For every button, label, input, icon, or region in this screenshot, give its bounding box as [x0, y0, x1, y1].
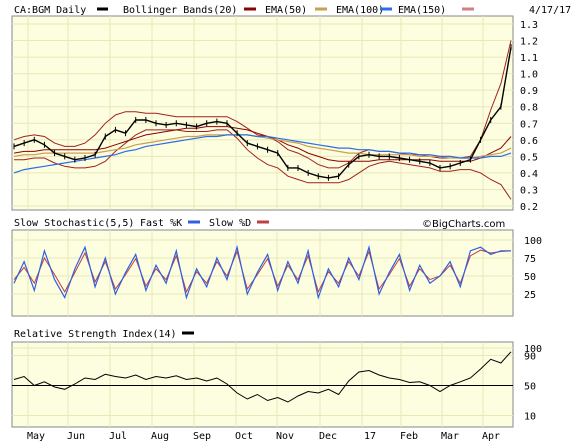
stochastic-panel — [11, 229, 514, 317]
rsi-panel — [11, 341, 514, 428]
slowd-line — [13, 249, 512, 294]
x-tick-label: Dec — [319, 431, 337, 442]
x-tick-label: Jul — [109, 431, 127, 442]
bollinger-lower-line — [14, 129, 512, 200]
x-tick-label: Apr — [482, 431, 500, 442]
ema100-label: EMA(100) — [336, 5, 384, 16]
rsi-line — [13, 351, 512, 403]
price-y-tick-label: 0.7 — [520, 119, 538, 130]
fastk-label: Fast %K — [140, 218, 182, 229]
rsi-y-tick-label: 10 — [524, 412, 536, 423]
axis-labels: May Jun Jul Aug Sep Oct Nov Dec 17 Feb Mar Apr 1.3 1.… — [27, 20, 542, 442]
ema50-line — [13, 126, 512, 162]
ema150-line — [13, 134, 512, 174]
x-tick-label: Oct — [235, 431, 253, 442]
ema50-label: EMA(50) — [265, 5, 307, 16]
stochastic-y-tick-label: 75 — [524, 254, 536, 265]
slowd-label: Slow %D — [209, 218, 251, 229]
x-tick-label: Sep — [193, 431, 211, 442]
stochastic-title: Slow Stochastic(5,5) — [14, 218, 134, 229]
bollinger-label: Bollinger Bands(20) — [123, 5, 237, 16]
stochastic-y-tick-label: 100 — [524, 236, 542, 247]
x-tick-label: Aug — [151, 431, 169, 442]
price-y-tick-label: 0.5 — [520, 152, 538, 163]
rsi-y-tick-label: 90 — [524, 352, 536, 363]
chart-marks — [12, 40, 513, 403]
bigcharts-watermark: ©BigCharts.com — [422, 219, 505, 230]
price-y-tick-label: 0.4 — [520, 169, 538, 180]
price-y-tick-label: 0.2 — [520, 202, 538, 213]
stochastic-y-tick-label: 50 — [524, 272, 536, 283]
price-y-tick-label: 0.3 — [520, 185, 538, 196]
x-tick-label: Jun — [67, 431, 85, 442]
x-tick-label: 17 — [364, 431, 376, 442]
ticker-label: CA:BGM Daily — [14, 5, 86, 16]
price-y-tick-label: 0.8 — [520, 103, 538, 114]
rsi-y-tick-label: 100 — [524, 344, 542, 355]
x-tick-label: Feb — [400, 431, 418, 442]
price-y-tick-label: 1.1 — [520, 53, 538, 64]
price-y-tick-label: 1.2 — [520, 37, 538, 48]
x-tick-label: Mar — [441, 431, 459, 442]
price-y-tick-label: 1.0 — [520, 70, 538, 81]
x-tick-label: Nov — [276, 431, 294, 442]
x-tick-label: May — [27, 431, 45, 442]
stochastic-y-tick-label: 25 — [524, 290, 536, 301]
rsi-y-tick-label: 50 — [524, 382, 536, 393]
chart-date: 4/17/17 — [529, 5, 571, 16]
rsi-title: Relative Strength Index(14) — [14, 329, 177, 340]
price-y-tick-label: 0.9 — [520, 86, 538, 97]
price-line — [13, 47, 512, 179]
fastk-line — [13, 244, 511, 300]
ema150-label: EMA(150) — [398, 5, 446, 16]
price-panel — [11, 15, 514, 211]
price-y-tick-label: 0.6 — [520, 136, 538, 147]
price-y-tick-label: 1.3 — [520, 20, 538, 31]
